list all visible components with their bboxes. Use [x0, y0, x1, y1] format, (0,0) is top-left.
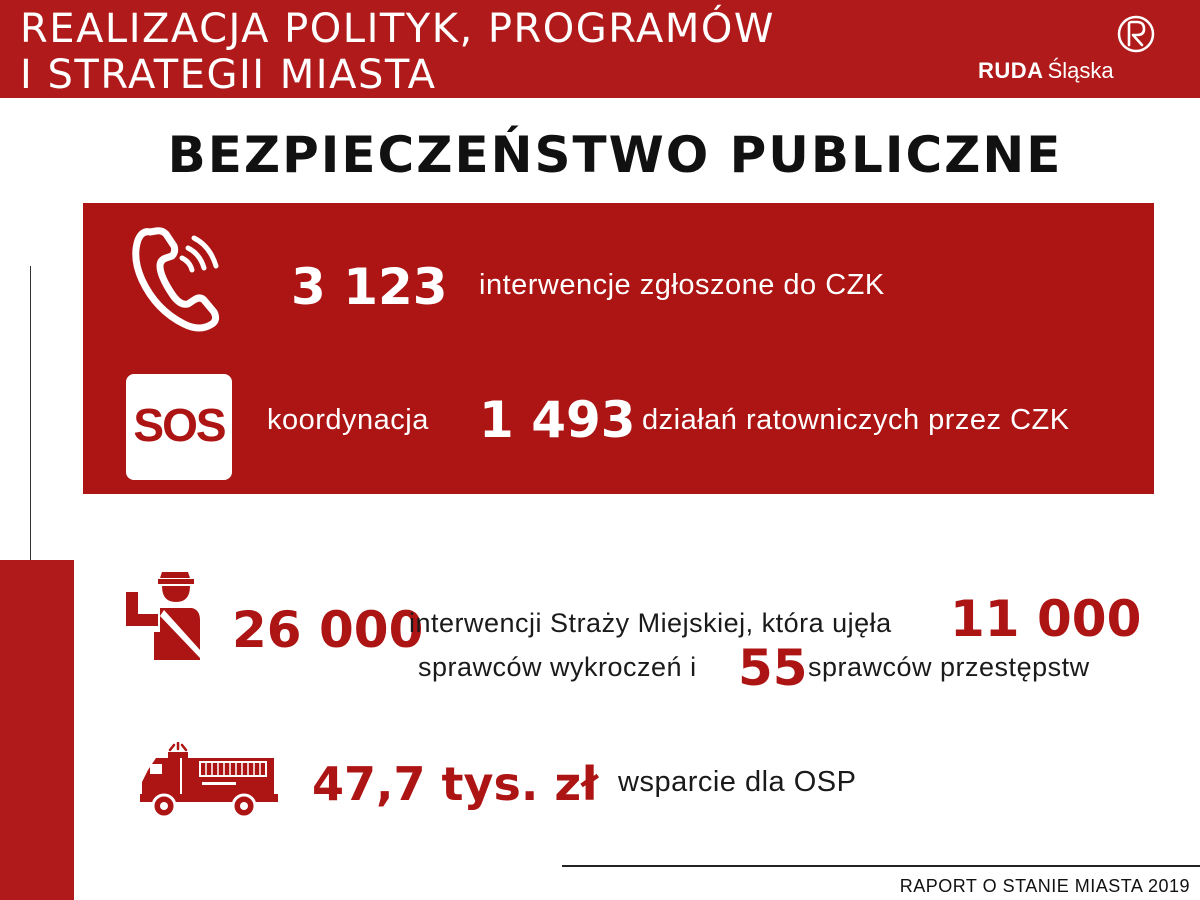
header-banner: REALIZACJA POLITYK, PROGRAMÓW I STRATEGI…: [0, 0, 1200, 98]
decorative-vertical-line: [30, 266, 31, 560]
czk-interventions-value: 3 123: [291, 258, 448, 316]
city-logo: RUDA Śląska: [978, 14, 1178, 90]
guard-text-part1: interwencji Straży Miejskiej, która ujęł…: [409, 608, 892, 638]
header-title: REALIZACJA POLITYK, PROGRAMÓW I STRATEGI…: [20, 6, 775, 98]
header-title-line1: REALIZACJA POLITYK, PROGRAMÓW: [20, 6, 775, 52]
decorative-left-bar: [0, 560, 74, 900]
osp-support-value: 47,7 tys. zł: [312, 757, 599, 811]
czk-coordination-value: 1 493: [479, 391, 636, 449]
sos-icon-label: SOS: [133, 399, 226, 451]
page-title: BEZPIECZEŃSTWO PUBLICZNE: [167, 126, 1063, 184]
sos-icon: SOS: [126, 374, 232, 480]
phone-ringing-icon: [132, 227, 220, 332]
guard-interventions-value: 26 000: [232, 601, 424, 659]
header-title-line2: I STRATEGII MIASTA: [20, 52, 437, 98]
czk-panel: [83, 203, 1154, 494]
guard-offenders-value: 11 000: [950, 590, 1142, 648]
guard-text-part3: sprawców przestępstw: [808, 652, 1090, 682]
czk-coordination-prefix: koordynacja: [267, 404, 429, 436]
fire-truck-icon: [140, 742, 278, 819]
guard-criminals-value: 55: [738, 639, 808, 697]
logo-wordmark-regular: Śląska: [1047, 58, 1114, 83]
ruda-logo-icon: [1117, 15, 1155, 53]
footer-divider: [562, 865, 1200, 867]
czk-coordination-suffix: działań ratowniczych przez CZK: [642, 404, 1070, 436]
guard-text-part2: sprawców wykroczeń i: [418, 652, 697, 682]
czk-interventions-label: interwencje zgłoszone do CZK: [479, 269, 885, 301]
logo-wordmark: RUDA Śląska: [978, 58, 1114, 84]
city-guard-icon: [126, 572, 200, 660]
osp-support-label: wsparcie dla OSP: [618, 766, 857, 798]
footer-report-title: RAPORT O STANIE MIASTA 2019: [899, 876, 1190, 896]
logo-wordmark-bold: RUDA: [978, 58, 1044, 83]
